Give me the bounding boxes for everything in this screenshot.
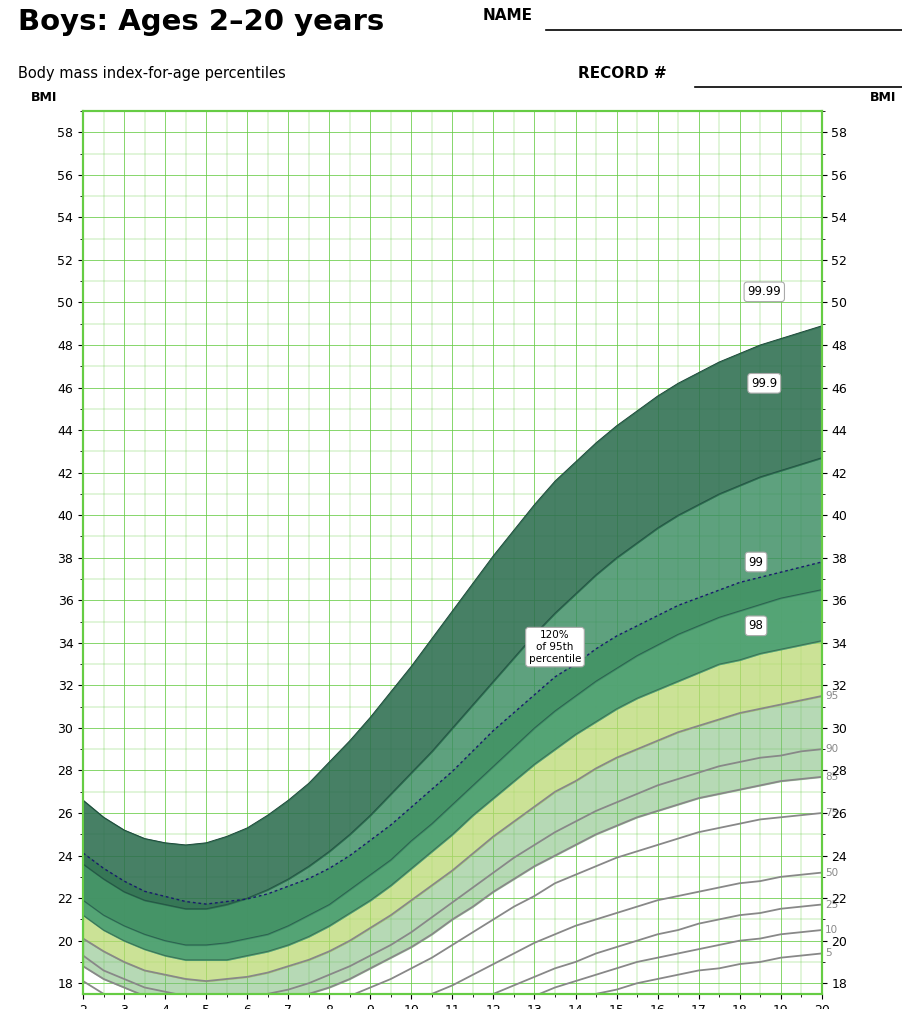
Text: 50: 50 (824, 868, 837, 878)
Text: Body mass index-for-age percentiles: Body mass index-for-age percentiles (18, 66, 286, 81)
Text: BMI: BMI (32, 91, 58, 104)
Text: BMI: BMI (869, 91, 895, 104)
Text: 98: 98 (748, 620, 763, 633)
Text: 90: 90 (824, 745, 837, 754)
Text: 120%
of 95th
percentile: 120% of 95th percentile (529, 631, 581, 664)
Text: 99: 99 (748, 556, 763, 568)
Text: 99.99: 99.99 (747, 286, 780, 299)
Text: 75: 75 (824, 808, 837, 818)
Text: 99.9: 99.9 (750, 376, 777, 389)
Text: NAME: NAME (483, 8, 532, 23)
Text: 25: 25 (824, 899, 837, 909)
Text: 95: 95 (824, 691, 837, 701)
Text: 5: 5 (824, 948, 831, 959)
Text: Boys: Ages 2–20 years: Boys: Ages 2–20 years (18, 8, 384, 36)
Text: RECORD #: RECORD # (577, 66, 666, 81)
Text: 10: 10 (824, 925, 837, 935)
Text: 85: 85 (824, 772, 837, 782)
